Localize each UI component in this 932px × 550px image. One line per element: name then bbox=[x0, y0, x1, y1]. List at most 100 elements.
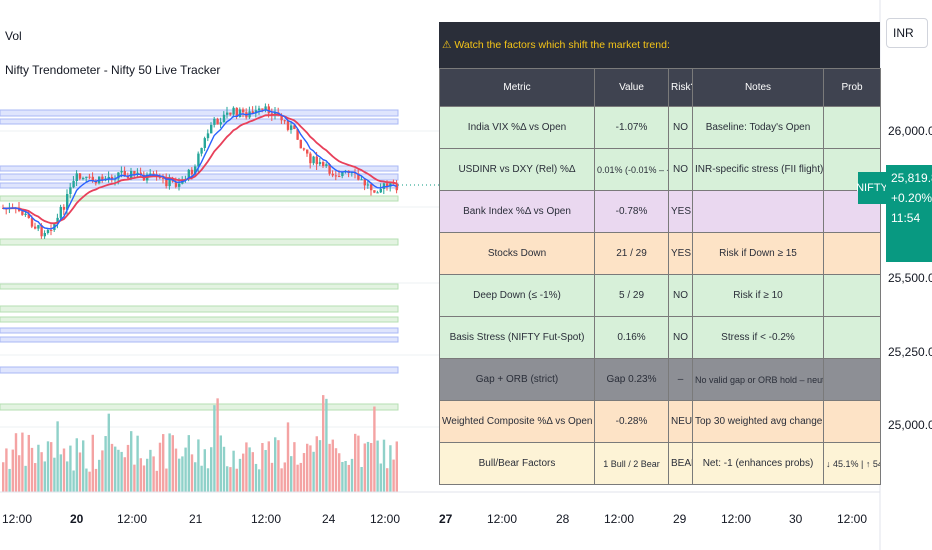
header-value: Value bbox=[594, 68, 669, 107]
volume-bar bbox=[174, 448, 178, 492]
volume-bar bbox=[325, 398, 328, 492]
candle-body bbox=[85, 176, 88, 178]
candle-body bbox=[222, 114, 226, 123]
volume-bar bbox=[69, 445, 72, 492]
volume-bar bbox=[8, 468, 11, 492]
candle-body bbox=[267, 106, 270, 114]
candle-body bbox=[338, 176, 341, 178]
volume-bar bbox=[261, 443, 264, 492]
last-price: 25,819.80 bbox=[891, 171, 932, 185]
price-tick: 25,500.00 bbox=[888, 271, 932, 285]
candle-body bbox=[27, 213, 30, 219]
volume-bar bbox=[357, 435, 360, 492]
candle-body bbox=[226, 112, 229, 115]
candle-body bbox=[194, 166, 197, 175]
volume-bar bbox=[53, 457, 56, 492]
candle-body bbox=[120, 170, 123, 173]
volume-bar bbox=[168, 433, 171, 492]
volume-bar bbox=[85, 468, 88, 492]
candle-body bbox=[254, 110, 258, 114]
volume-bar bbox=[139, 458, 142, 492]
candle-body bbox=[322, 162, 325, 167]
candle-body bbox=[229, 112, 232, 115]
candle-body bbox=[376, 192, 379, 194]
volume-bar bbox=[338, 453, 341, 492]
indicator-title[interactable]: Nifty Trendometer - Nifty 50 Live Tracke… bbox=[5, 63, 221, 77]
cell-prob bbox=[823, 400, 881, 443]
cell-notes: Baseline: Today's Open bbox=[692, 106, 824, 149]
volume-bar bbox=[328, 443, 331, 492]
cell-notes: No valid gap or ORB hold – neutral sessi… bbox=[692, 358, 824, 401]
volume-bar bbox=[158, 442, 162, 492]
last-price-label: 25,819.80 +0.20% 11:54 bbox=[886, 165, 932, 262]
candle-body bbox=[82, 177, 85, 179]
volume-bar bbox=[360, 467, 363, 492]
candle-body bbox=[24, 213, 27, 215]
candle-body bbox=[219, 122, 222, 125]
candle-body bbox=[312, 156, 315, 164]
volume-bar bbox=[370, 442, 373, 492]
volume-bar bbox=[341, 461, 344, 492]
volume-bar bbox=[232, 450, 235, 492]
currency-selector[interactable]: INR bbox=[886, 18, 928, 48]
volume-bar bbox=[270, 462, 274, 492]
volume-bar bbox=[344, 460, 347, 492]
volume-bar bbox=[331, 439, 334, 492]
candle-body bbox=[174, 181, 178, 187]
volume-bar bbox=[66, 461, 69, 492]
candle-body bbox=[238, 109, 242, 117]
cell-notes bbox=[692, 190, 824, 233]
bar-countdown: 11:54 bbox=[891, 211, 921, 225]
symbol-tag[interactable]: NIFTY bbox=[856, 172, 888, 204]
cell-risk: NO bbox=[668, 274, 693, 317]
volume-bar bbox=[280, 468, 283, 492]
volume-bar bbox=[11, 449, 14, 492]
volume-bar bbox=[210, 447, 213, 492]
candle-body bbox=[296, 129, 299, 140]
candle-body bbox=[178, 183, 181, 187]
volume-bar bbox=[379, 463, 382, 492]
candle-body bbox=[59, 206, 62, 218]
volume-bar bbox=[126, 444, 130, 492]
volume-bar bbox=[27, 434, 30, 492]
volume-bar bbox=[187, 435, 190, 492]
volume-bar bbox=[152, 456, 155, 492]
cell-value: -0.78% bbox=[594, 190, 669, 233]
volume-legend-label[interactable]: Vol bbox=[5, 29, 22, 43]
time-axis-label: 30 bbox=[789, 512, 803, 526]
volume-bar bbox=[190, 454, 194, 492]
cell-risk: NO bbox=[668, 316, 693, 359]
cell-value: 21 / 29 bbox=[594, 232, 669, 275]
volume-bar bbox=[306, 443, 309, 492]
volume-bar bbox=[219, 435, 222, 492]
cell-risk: BEAR bbox=[668, 442, 693, 485]
volume-bar bbox=[136, 435, 139, 492]
candle-body bbox=[21, 211, 24, 215]
candle-body bbox=[206, 133, 210, 139]
volume-bar bbox=[229, 467, 232, 492]
cell-notes: Risk if ≥ 10 bbox=[692, 274, 824, 317]
candle-body bbox=[293, 125, 296, 130]
cell-value: 0.16% bbox=[594, 316, 669, 359]
volume-bar bbox=[130, 431, 133, 492]
volume-bar bbox=[24, 465, 27, 492]
volume-bar bbox=[283, 462, 286, 492]
trend-factors-table: ⚠ Watch the factors which shift the mark… bbox=[439, 22, 881, 485]
candle-body bbox=[101, 176, 104, 181]
volume-bar bbox=[171, 435, 174, 492]
candle-body bbox=[379, 188, 382, 193]
table-row: Gap + ORB (strict) Gap 0.23% – No valid gap… bbox=[439, 358, 881, 401]
level-zones bbox=[0, 109, 399, 411]
candle-body bbox=[325, 164, 328, 167]
volume-bar bbox=[46, 441, 50, 492]
cell-risk: NO bbox=[668, 148, 693, 191]
volume-bar bbox=[222, 446, 226, 492]
candle-body bbox=[232, 107, 235, 115]
candle-body bbox=[210, 124, 213, 134]
candle-body bbox=[363, 179, 366, 186]
candle-body bbox=[203, 138, 206, 148]
volume-bar bbox=[200, 465, 203, 492]
volume-bar bbox=[293, 442, 296, 492]
